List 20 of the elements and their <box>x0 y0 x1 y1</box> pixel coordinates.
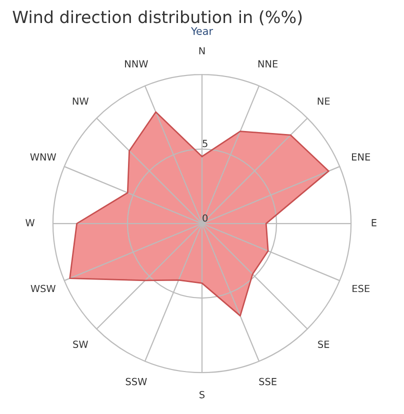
spoke-label: ESE <box>352 284 370 292</box>
spoke-label: E <box>372 219 376 226</box>
y-tick-label: 5 <box>202 140 208 148</box>
chart-title: Wind direction distribution in (%%) <box>12 10 302 26</box>
spoke-label: W <box>26 219 35 226</box>
spoke-label: NE <box>318 98 330 105</box>
spoke-label: WNW <box>30 153 56 160</box>
spoke-label: NW <box>72 98 89 105</box>
spoke-label: SW <box>73 340 88 348</box>
y-tick-label: 0 <box>202 214 208 222</box>
spoke-label: SSE <box>259 378 276 386</box>
spoke-label: SE <box>318 340 330 348</box>
spoke-label: SSW <box>126 378 147 386</box>
chart-subtitle: Year <box>190 27 214 35</box>
spoke-label: WSW <box>30 284 56 292</box>
spoke-label: NNE <box>258 60 278 68</box>
spoke-label: NNW <box>125 60 148 68</box>
spoke-label: N <box>199 47 205 54</box>
spoke-label: S <box>200 390 205 398</box>
spoke-label: ENE <box>352 153 370 160</box>
